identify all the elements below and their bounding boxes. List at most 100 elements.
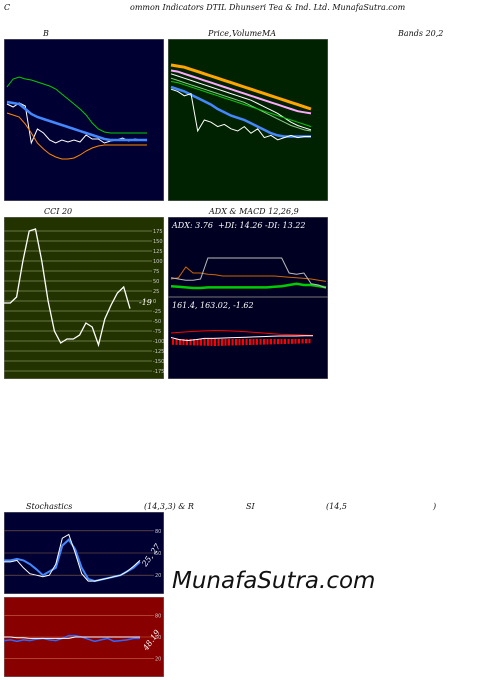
- bands-title: Bands 20,2: [398, 29, 444, 38]
- bb-line-0: [6, 76, 147, 134]
- price-line-1: [170, 69, 312, 115]
- bb-line-1: [6, 102, 147, 145]
- bollinger-series: [6, 76, 147, 160]
- macd-hist-bar-14: [221, 339, 223, 346]
- macd-hist-bar-28: [270, 339, 272, 345]
- header-left: C: [4, 3, 11, 12]
- macd-hist-bar-19: [238, 339, 241, 346]
- bollinger-bg: [4, 39, 164, 201]
- rsi-series: [4, 634, 140, 643]
- adx-line-2: [170, 257, 327, 289]
- macd-hist-bar-10: [207, 339, 209, 346]
- minus-di-readout: -DI: 13.22: [265, 221, 305, 230]
- price-line-3: [170, 77, 312, 132]
- stoch-line-1: [4, 533, 141, 582]
- cci-tick-label-8: -25: [153, 309, 161, 315]
- stoch-grid: 80 50 20: [4, 529, 161, 579]
- macd-hist-bar-15: [224, 339, 227, 346]
- macd-hist-bar-34: [291, 339, 293, 344]
- macd-series: [170, 330, 314, 346]
- price-title-b: Volume: [232, 29, 262, 38]
- macd-hist-bar-31: [280, 339, 283, 345]
- macd-hist-bar-1: [175, 339, 178, 345]
- cci-tick-label-6: 25: [153, 289, 159, 295]
- macd-hist-bar-5: [189, 339, 192, 346]
- macd-hist-bar-22: [249, 339, 251, 345]
- cci-grid: 175 150 125 100 75 50 25 0 -25 -50 -75 -100 -125 -150…: [4, 229, 164, 375]
- macd-hist-bar-9: [203, 339, 206, 346]
- stoch-title: Stochastics: [26, 502, 73, 511]
- macd-hist-bar-4: [186, 339, 188, 346]
- macd-hist-bar-7: [196, 339, 199, 346]
- adx-bg: [168, 217, 328, 379]
- header-title: ommon Indicators DTIL Dhunseri Tea & Ind…: [130, 3, 406, 12]
- cci-tick-label-4: 75: [153, 269, 159, 275]
- watermark: MunafaSutra.com: [172, 568, 376, 594]
- cci-panel: 175 150 125 100 75 50 25 0 -25 -50 -75 -100 -125 -150…: [4, 217, 164, 379]
- rsi-line-1: [4, 636, 140, 639]
- cci-value: -19: [139, 298, 152, 307]
- macd-hist-bar-21: [245, 339, 248, 346]
- bb-line-3: [6, 112, 147, 160]
- price-bg: [168, 39, 328, 201]
- adx-macd-title: ADX & MACD 12,26,9: [209, 207, 299, 216]
- adx-line-0: [170, 282, 327, 290]
- macd-hist-bar-32: [284, 339, 286, 344]
- price-series: [170, 63, 312, 141]
- price-line-0: [170, 63, 312, 111]
- price-panel: [168, 39, 328, 201]
- macd-hist-bar-17: [231, 339, 234, 346]
- cci-tick-label-7: 0: [153, 299, 156, 305]
- macd-hist-bar-27: [266, 339, 269, 345]
- macd-hist-bar-33: [287, 339, 290, 344]
- cci-tick-label-11: -100: [153, 339, 164, 345]
- cci-tick-label-1: 150: [153, 239, 163, 245]
- macd-hist-bar-36: [298, 339, 300, 344]
- macd-hist-bar-23: [252, 339, 255, 345]
- rsi-tick-label-0: 80: [155, 613, 161, 619]
- macd-hist-bar-0: [172, 339, 174, 345]
- macd-hist-bar-29: [273, 339, 276, 345]
- macd-hist-bar-11: [210, 339, 213, 346]
- macd-line-0: [170, 330, 314, 336]
- cci-tick-label-9: -50: [153, 319, 161, 325]
- macd-hist-bar-12: [214, 339, 216, 346]
- rsi-close: ): [433, 502, 437, 511]
- macd-hist-bar-38: [305, 339, 307, 344]
- cci-tick-label-10: -75: [153, 329, 161, 335]
- cci-line-0: [4, 228, 131, 348]
- rsi-tick-label-1: 50: [155, 635, 161, 641]
- macd-hist-bar-24: [256, 339, 258, 345]
- macd-hist-bar-39: [308, 339, 311, 344]
- cci-series: [4, 228, 131, 348]
- adx-line-1: [170, 266, 327, 282]
- price-title-a: Price,: [208, 29, 232, 38]
- stoch-tick-label-1: 50: [155, 551, 161, 557]
- price-line-5: [170, 88, 311, 141]
- cci-title: CCI 20: [44, 207, 73, 216]
- macd-line-1: [170, 335, 313, 342]
- macd-hist-bar-6: [193, 339, 195, 346]
- cci-tick-label-12: -125: [153, 349, 164, 355]
- cci-bg: [4, 217, 164, 379]
- adx-series: [170, 257, 327, 290]
- macd-hist-bar-20: [242, 339, 244, 346]
- macd-readout: 161.4, 163.02, -1.62: [172, 301, 254, 310]
- macd-hist-bar-16: [228, 339, 230, 346]
- bollinger-panel: [4, 39, 164, 201]
- price-line-6: [170, 81, 312, 128]
- adx-panel: ADX: 3.76 +DI: 14.26 -DI: 13.22 161.4, 1…: [168, 217, 328, 379]
- macd-hist-bar-18: [235, 339, 237, 346]
- rsi-params: (14,5: [326, 502, 347, 511]
- adx-readout: ADX: 3.76: [171, 221, 213, 230]
- macd-hist-bar-8: [200, 339, 202, 346]
- macd-hist-bar-35: [294, 339, 297, 344]
- rsi-tick-label-2: 20: [155, 657, 161, 663]
- cci-tick-label-13: -150: [153, 359, 164, 365]
- price-title-c: MA: [262, 29, 276, 38]
- macd-hist-bar-26: [263, 339, 265, 345]
- plus-di-readout: +DI: 14.26: [218, 221, 262, 230]
- cci-tick-label-0: 175: [153, 229, 163, 235]
